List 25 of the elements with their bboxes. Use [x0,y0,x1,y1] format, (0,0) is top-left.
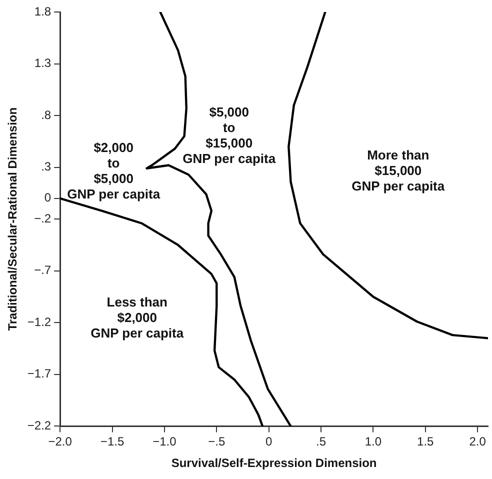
y-tick-label: −1.2 [27,314,52,329]
annotation: Less than $2,000 GNP per capita [90,294,184,341]
y-tick-label: 1.3 [34,56,52,70]
y-tick-label: −1.7 [27,366,52,381]
y-axis-title: Traditional/Secular-Rational Dimension [6,107,20,331]
x-tick-label: −1.0 [152,434,177,449]
y-tick-label: .8 [41,108,52,122]
x-tick-label: −2.0 [48,434,72,449]
x-tick-label: −.5 [208,434,226,449]
x-tick-label: 1.5 [417,434,434,449]
x-tick-label: 0 [265,434,272,449]
y-tick-label: 1.8 [34,4,52,18]
annotation: More than $15,000 GNP per capita [352,148,446,194]
y-tick-label: −.2 [34,211,52,226]
x-tick-label: 1.0 [364,434,382,449]
x-tick-label: .5 [316,434,326,449]
x-tick-label: −1.5 [100,434,124,449]
annotation: $2,000 to $5,000 GNP per capita [67,140,161,202]
y-tick-label: −2.2 [27,418,52,433]
y-tick-label: .3 [41,160,52,174]
y-tick-label: 0 [44,190,52,205]
x-axis-title: Survival/Self-Expression Dimension [171,456,377,470]
annotation: $5,000 to $15,000 GNP per capita [182,104,276,166]
x-tick-label: 2.0 [469,434,486,449]
y-tick-label: −.7 [34,263,52,278]
